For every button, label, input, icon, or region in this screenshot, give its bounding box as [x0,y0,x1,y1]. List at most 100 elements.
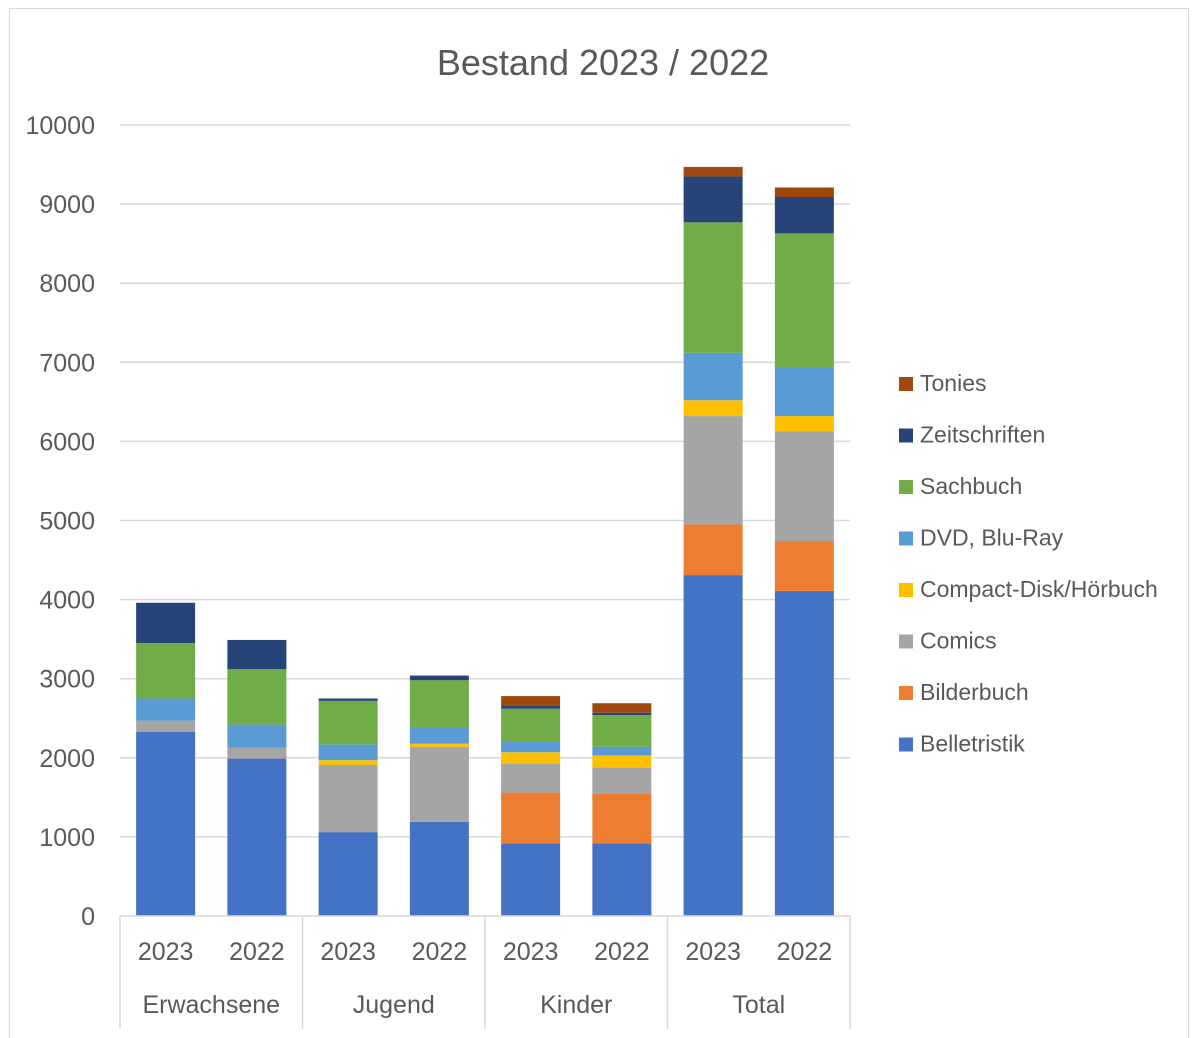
bar-segment-compact-disk-h-rbuch [318,760,378,765]
bars [136,166,834,916]
legend-swatch [899,634,913,649]
bar-segment-zeitschriften [501,705,561,709]
y-tick-label: 6000 [39,428,95,456]
bar-segment-belletristik [318,832,378,916]
bar-segment-belletristik [683,575,743,916]
bar-segment-comics [683,416,743,525]
bar-segment-belletristik [501,843,561,916]
bar-segment-dvd-blu-ray [774,367,834,417]
bar-segment-zeitschriften [592,712,652,716]
bar-segment-tonies [501,696,561,706]
bar-segment-compact-disk-h-rbuch [683,400,743,417]
bar-segment-sachbuch [592,715,652,747]
bar-segment-sachbuch [318,700,378,745]
bar-segment-tonies [774,187,834,197]
legend-label: Sachbuch [920,473,1022,499]
y-tick-label: 0 [81,903,95,931]
bar-segment-bilderbuch [683,524,743,576]
bar-segment-belletristik [592,843,652,916]
bar-segment-bilderbuch [501,792,561,844]
bar-segment-dvd-blu-ray [136,698,196,721]
chart-title: Bestand 2023 / 2022 [437,42,769,83]
bar-segment-zeitschriften [227,639,287,670]
bar-segment-sachbuch [501,708,561,742]
bar-segment-comics [592,767,652,794]
x-tick-label: 2023 [138,938,194,966]
x-group-label: Erwachsene [142,991,280,1019]
bar-segment-comics [774,431,834,542]
bar-segment-sachbuch [136,643,196,699]
legend-label: Tonies [920,370,986,396]
legend-label: Compact-Disk/Hörbuch [920,576,1158,602]
bar-segment-zeitschriften [774,196,834,234]
legend-label: Belletristik [920,731,1025,757]
y-tick-label: 9000 [39,191,95,219]
bar-segment-compact-disk-h-rbuch [774,416,834,432]
y-tick-label: 4000 [39,587,95,615]
x-group-label: Total [732,991,785,1019]
legend-item: DVD, Blu-Ray [899,525,1064,551]
legend-item: Belletristik [899,731,1025,757]
bar-segment-comics [501,763,561,793]
x-tick-label: 2023 [320,938,376,966]
bar-segment-comics [318,764,378,833]
legend-label: Bilderbuch [920,679,1029,705]
legend-item: Compact-Disk/Hörbuch [899,576,1158,602]
legend-label: Comics [920,628,997,654]
x-group-label: Jugend [353,991,435,1019]
bar-segment-belletristik [409,821,469,916]
legend-item: Comics [899,628,997,654]
bar-segment-compact-disk-h-rbuch [409,743,469,747]
bar-segment-comics [227,747,287,759]
x-tick-label: 2023 [685,938,741,966]
bar-segment-dvd-blu-ray [318,744,378,761]
bar-segment-comics [136,720,196,732]
legend-swatch [899,377,913,391]
bar-segment-bilderbuch [592,793,652,844]
x-group-label: Kinder [540,991,612,1019]
bar-segment-sachbuch [409,680,469,727]
y-tick-label: 5000 [39,508,95,536]
legend-item: Zeitschriften [899,422,1045,448]
legend: Tonies Zeitschriften Sachbuch DVD, Blu-Ray C… [899,370,1158,757]
bar-segment-tonies [683,166,743,177]
bar-segment-dvd-blu-ray [683,352,743,401]
legend-label: Zeitschriften [920,422,1045,448]
bar-segment-dvd-blu-ray [592,746,652,756]
bar-segment-dvd-blu-ray [409,726,469,744]
bar-segment-comics [409,746,469,822]
legend-item: Sachbuch [899,473,1022,499]
legend-swatch [899,428,913,443]
bar-segment-sachbuch [227,669,287,725]
bar-segment-belletristik [136,731,196,916]
bar-segment-dvd-blu-ray [501,741,561,753]
y-tick-label: 2000 [39,745,95,773]
y-tick-label: 3000 [39,666,95,694]
bar-segment-zeitschriften [318,698,378,701]
bar-segment-compact-disk-h-rbuch [501,752,561,764]
bar-segment-sachbuch [774,233,834,368]
legend-swatch [899,686,913,700]
x-axis: 2023 2022 2023 2022 2023 2022 2023 2022 Erwachse… [119,915,851,1029]
y-axis: 0 1000 2000 3000 4000 5000 6000 7000 8000 9000 100… [25,112,95,931]
bar-segment-belletristik [774,590,834,916]
legend-swatch [899,737,913,752]
x-tick-label: 2022 [594,938,650,966]
y-tick-label: 8000 [39,270,95,298]
bar-segment-tonies [592,703,652,713]
legend-swatch [899,583,913,597]
x-tick-label: 2022 [412,938,468,966]
legend-label: DVD, Blu-Ray [920,525,1064,551]
y-tick-label: 1000 [39,824,95,852]
bar-segment-dvd-blu-ray [227,724,287,748]
bar-segment-zeitschriften [683,176,743,223]
legend-item: Tonies [899,370,986,396]
y-tick-label: 10000 [25,112,95,140]
bar-segment-compact-disk-h-rbuch [592,755,652,768]
legend-swatch [899,480,913,494]
x-tick-label: 2022 [777,938,833,966]
y-tick-label: 7000 [39,349,95,377]
bar-segment-zeitschriften [136,602,196,644]
x-tick-label: 2023 [503,938,559,966]
